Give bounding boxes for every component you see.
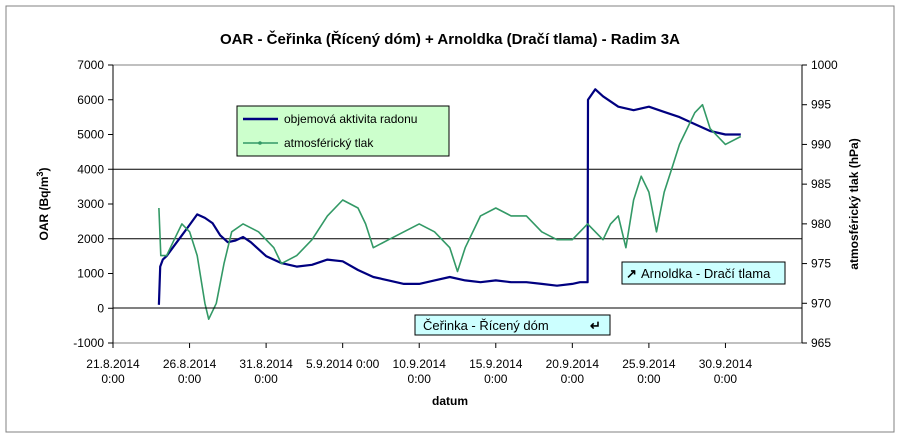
y-right-tick-label: 1000	[811, 58, 838, 72]
annotation-arnoldka: ↗ Arnoldka - Dračí tlama	[621, 261, 786, 285]
x-tick-label-time: 0:00	[178, 372, 202, 386]
x-tick-label: 15.9.2014	[469, 357, 523, 371]
x-tick-label: 25.9.2014	[622, 357, 676, 371]
y-axis-left-title: OAR (Bq/m3)	[35, 167, 51, 240]
y-axis-right-title: atmosférický tlak (hPa)	[847, 138, 861, 269]
y-axis-left-title-sup: 3	[35, 171, 45, 176]
y-right-tick-label: 980	[811, 217, 831, 231]
y-right-tick-label: 995	[811, 98, 831, 112]
x-tick-label: 10.9.2014	[393, 357, 447, 371]
legend-label-pressure: atmosférický tlak	[284, 136, 374, 150]
x-tick-label-time: 0:00	[714, 372, 738, 386]
x-tick-label: 26.8.2014	[163, 357, 217, 371]
y-axis-left-title-main: OAR (Bq/m	[37, 177, 51, 241]
return-arrow-icon: ↵	[590, 318, 601, 333]
annotation-cerinka-box	[414, 314, 611, 336]
x-tick-label: 30.9.2014	[699, 357, 753, 371]
series-line-pressure	[158, 103, 742, 321]
x-tick-label-time: 0:00	[561, 372, 585, 386]
y-left-ticks: -1000 0 1000 2000 3000 4000 5000 6000 7000	[73, 58, 113, 350]
y-right-tick-label: 985	[811, 177, 831, 191]
diagonal-arrow-icon: ↗	[626, 266, 637, 281]
x-tick-label-time: 0:00	[408, 372, 432, 386]
annotation-cerinka-label: Čeřinka - Řícený dóm	[423, 318, 549, 333]
y-right-tick-label: 975	[811, 257, 831, 271]
y-axis-left-title-end: )	[37, 167, 51, 171]
y-left-tick-label: 7000	[77, 58, 104, 72]
annotation-arnoldka-box	[621, 261, 786, 285]
y-left-tick-label: 2000	[77, 232, 104, 246]
annotation-arnoldka-label: Arnoldka - Dračí tlama	[641, 266, 771, 281]
gridlines	[113, 168, 802, 240]
x-tick-label: 21.8.2014	[86, 357, 140, 371]
legend-label-radon: objemová aktivita radonu	[284, 112, 417, 126]
legend: objemová aktivita radonu atmosférický tl…	[236, 105, 450, 157]
x-tick-label: 31.8.2014	[239, 357, 293, 371]
x-tick-label: 20.9.2014	[546, 357, 600, 371]
y-right-tick-label: 970	[811, 296, 831, 310]
y-left-tick-label: 4000	[77, 162, 104, 176]
y-right-tick-label: 965	[811, 336, 831, 350]
y-left-tick-label: 3000	[77, 197, 104, 211]
plot-area	[112, 64, 803, 344]
chart-title: OAR - Čeřinka (Řícený dóm) + Arnoldka (D…	[220, 30, 680, 48]
x-tick-label-time: 0:00	[101, 372, 125, 386]
annotation-cerinka: Čeřinka - Řícený dóm ↵	[414, 314, 611, 336]
legend-box	[236, 105, 450, 157]
y-right-tick-label: 990	[811, 137, 831, 151]
series-line-radon	[157, 88, 741, 305]
y-left-tick-label: 1000	[77, 267, 104, 281]
y-left-tick-label: 5000	[77, 128, 104, 142]
y-right-ticks: 965 970 975 980 985 990 995 1000	[802, 58, 838, 350]
x-tick-label-time: 0:00	[484, 372, 508, 386]
x-ticks: 21.8.20140:0026.8.20140:0031.8.20140:005…	[86, 343, 752, 386]
series-layer	[157, 88, 742, 321]
y-left-tick-label: -1000	[73, 336, 104, 350]
legend-marker-pressure	[258, 141, 262, 145]
y-left-tick-label: 6000	[77, 93, 104, 107]
x-tick-label-time: 0:00	[637, 372, 661, 386]
x-tick-label: 5.9.2014 0:00	[306, 357, 380, 371]
x-axis-title: datum	[432, 394, 468, 408]
y-left-tick-label: 0	[97, 301, 104, 315]
x-tick-label-time: 0:00	[254, 372, 278, 386]
